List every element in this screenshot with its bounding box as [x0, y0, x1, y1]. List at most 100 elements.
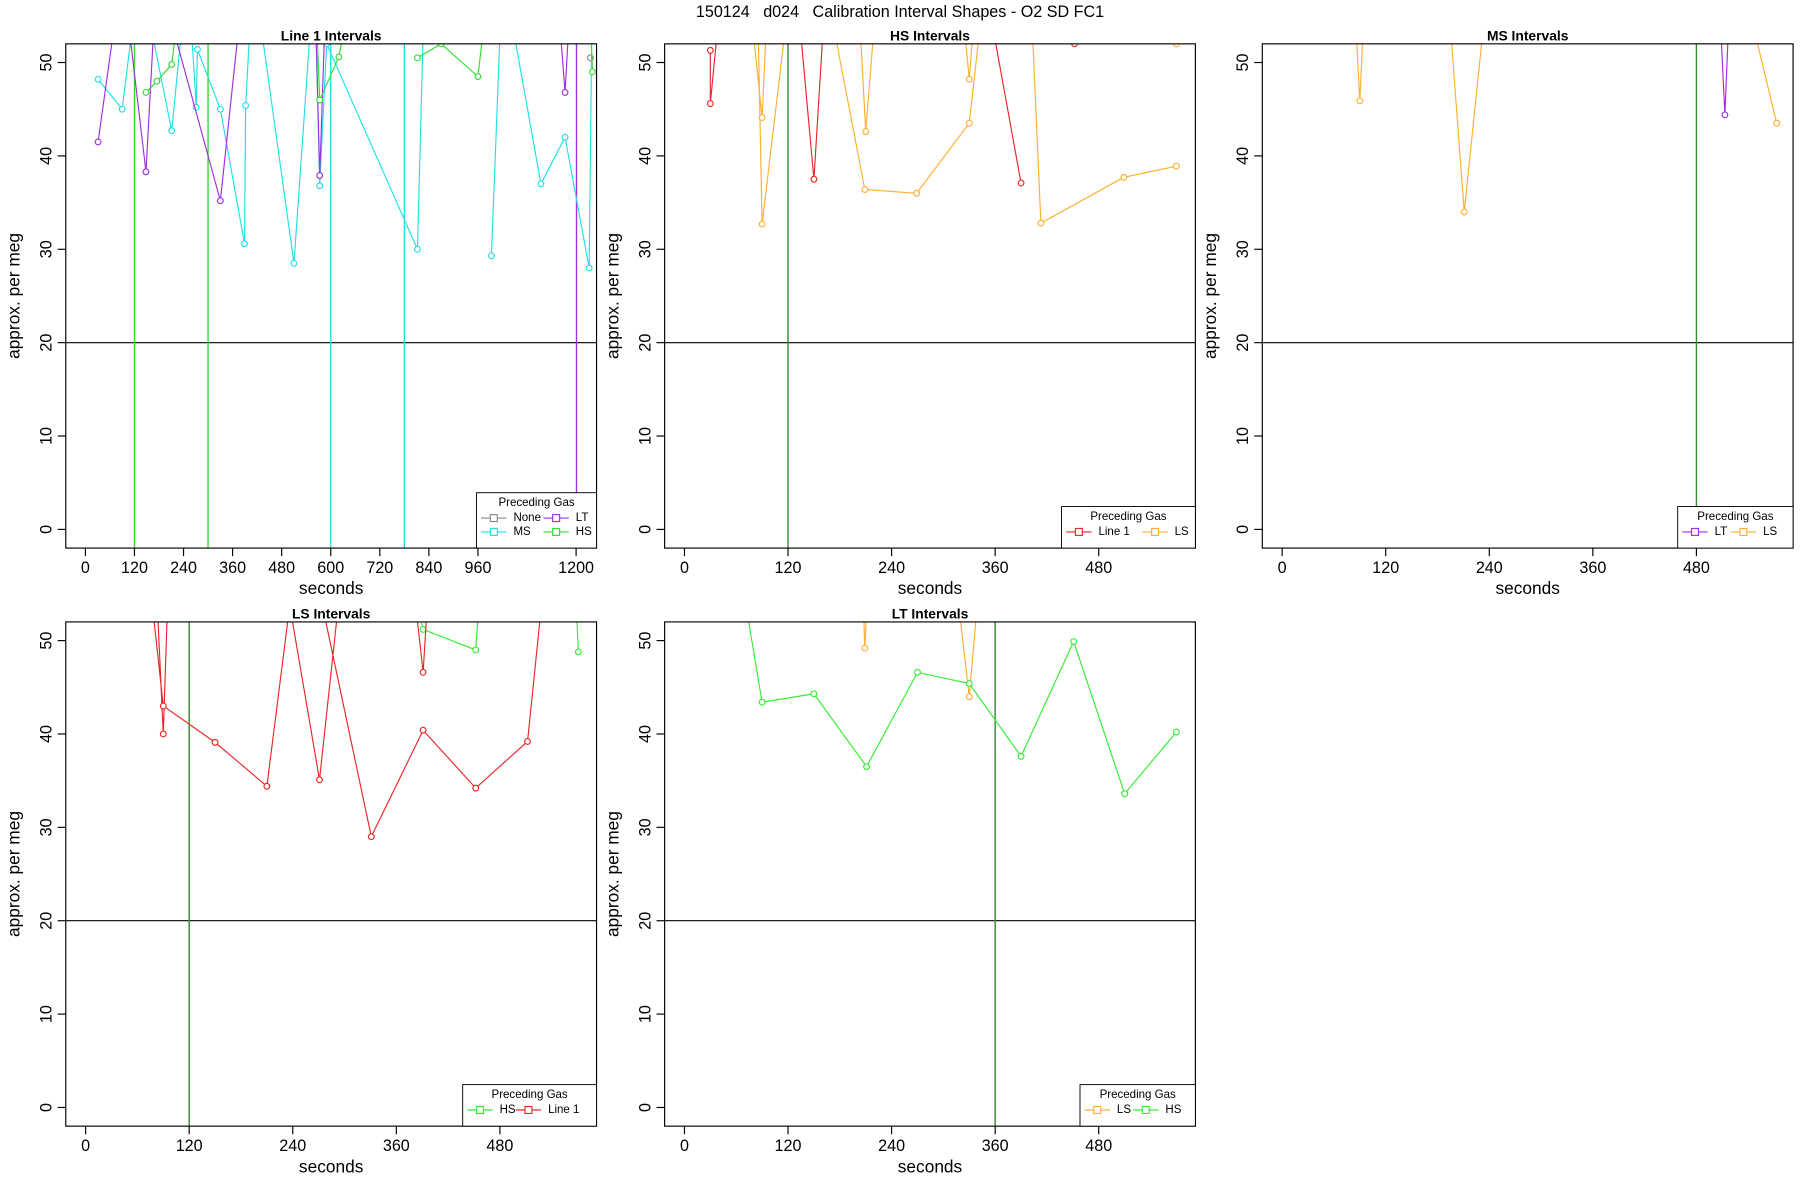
x-tick-label: 0	[81, 559, 90, 577]
legend-swatch-point	[524, 1105, 533, 1115]
plot-area	[664, 621, 1196, 1127]
y-axis-label: approx. per meg	[602, 811, 622, 937]
x-tick-label: 240	[170, 559, 197, 577]
x-tick-label: 480	[1683, 559, 1710, 577]
y-tick-label: 20	[636, 334, 654, 352]
data-point	[1037, 219, 1045, 227]
y-tick-label: 20	[38, 334, 56, 352]
data-point	[142, 168, 150, 176]
data-point	[1356, 97, 1364, 105]
x-tick-label: 360	[219, 559, 246, 577]
y-tick-label: 0	[38, 525, 56, 534]
y-tick-label: 10	[1234, 427, 1252, 445]
data-point	[168, 60, 176, 68]
plot-area	[1262, 43, 1794, 549]
x-tick-label: 360	[1579, 559, 1606, 577]
legend-label: HS	[500, 1104, 516, 1116]
legend: Preceding Gas LT LS	[1677, 506, 1794, 549]
y-tick-label: 50	[636, 54, 654, 72]
data-point	[216, 197, 224, 205]
x-tick-label: 480	[268, 559, 295, 577]
y-tick-label: 0	[1234, 525, 1252, 534]
data-point	[118, 105, 126, 113]
data-point	[153, 77, 161, 85]
x-tick-label: 360	[982, 1137, 1009, 1155]
y-tick-label: 30	[38, 818, 56, 836]
legend-box	[1677, 506, 1794, 549]
legend-label: HS	[576, 526, 592, 538]
data-point	[1773, 119, 1781, 127]
legend-box	[1061, 506, 1196, 549]
data-point	[1172, 162, 1180, 170]
x-tick-label: 0	[81, 1137, 90, 1155]
data-point	[524, 737, 531, 745]
x-tick-label: 240	[878, 559, 905, 577]
legend: Preceding Gas Line 1 LS	[1061, 506, 1196, 549]
legend-label: None	[513, 512, 541, 524]
x-tick-label: 720	[366, 559, 393, 577]
x-axis-label: seconds	[1495, 578, 1560, 598]
data-point	[316, 96, 324, 104]
legend-label: HS	[1165, 1104, 1181, 1116]
panel-title: Line 1 Intervals	[281, 28, 382, 44]
plot-area	[65, 621, 597, 1127]
x-tick-label: 960	[464, 559, 491, 577]
y-tick-label: 30	[1234, 240, 1252, 258]
y-tick-label: 10	[38, 427, 56, 445]
x-tick-label: 840	[415, 559, 442, 577]
legend-box	[1079, 1084, 1196, 1127]
data-point	[159, 730, 167, 738]
data-point	[1017, 752, 1025, 760]
data-point	[585, 264, 593, 272]
legend-swatch-point	[1074, 527, 1083, 536]
data-point	[913, 189, 921, 197]
data-point	[1172, 43, 1180, 48]
data-point	[263, 782, 271, 790]
legend-swatch-point	[1150, 527, 1160, 536]
legend-label: Line 1	[548, 1104, 579, 1116]
data-point	[706, 46, 714, 54]
data-point	[758, 220, 766, 228]
data-point	[316, 776, 323, 784]
legend: Preceding Gas LS HS	[1079, 1084, 1196, 1127]
y-tick-label: 30	[636, 240, 654, 258]
x-tick-label: 1200	[558, 559, 594, 577]
data-point	[419, 726, 427, 734]
y-tick-label: 0	[636, 525, 654, 534]
y-tick-label: 20	[636, 912, 654, 930]
data-point	[810, 175, 818, 183]
legend-title: Preceding Gas	[1100, 1089, 1176, 1101]
y-axis-label: approx. per meg	[1200, 233, 1220, 359]
data-point	[216, 105, 224, 113]
data-point	[367, 833, 375, 841]
panel-title: HS Intervals	[890, 28, 970, 44]
panel: Line 1 Intervals seconds approx. per meg 0 1…	[4, 28, 598, 598]
y-tick-label: 10	[636, 427, 654, 445]
data-point	[574, 648, 582, 656]
data-point	[316, 172, 324, 179]
y-tick-label: 40	[636, 147, 654, 165]
data-point	[419, 668, 427, 676]
y-tick-label: 10	[38, 1005, 56, 1023]
data-point	[706, 100, 714, 108]
data-point	[413, 54, 421, 62]
legend-label: LT	[576, 512, 589, 524]
legend-swatch-point	[1739, 527, 1748, 536]
data-point	[94, 138, 102, 146]
data-point	[1070, 638, 1078, 645]
plot-frame	[664, 621, 1196, 1127]
series-line	[97, 43, 569, 201]
legend-label: LS	[1175, 526, 1189, 538]
data-point	[1071, 43, 1079, 48]
data-point	[168, 127, 176, 135]
y-axis-label: approx. per meg	[4, 233, 24, 359]
legend: Preceding Gas None MS LT HS	[476, 492, 597, 549]
x-tick-label: 0	[680, 1137, 689, 1155]
y-tick-label: 30	[636, 818, 654, 836]
data-point	[413, 245, 421, 253]
panel: HS Intervals seconds approx. per meg 0 120 24…	[602, 28, 1196, 598]
plot-frame	[1261, 43, 1794, 549]
legend-label: LS	[1117, 1104, 1131, 1116]
y-tick-label: 40	[38, 147, 56, 165]
panel: LS Intervals seconds approx. per meg 0 120 24…	[4, 606, 598, 1176]
